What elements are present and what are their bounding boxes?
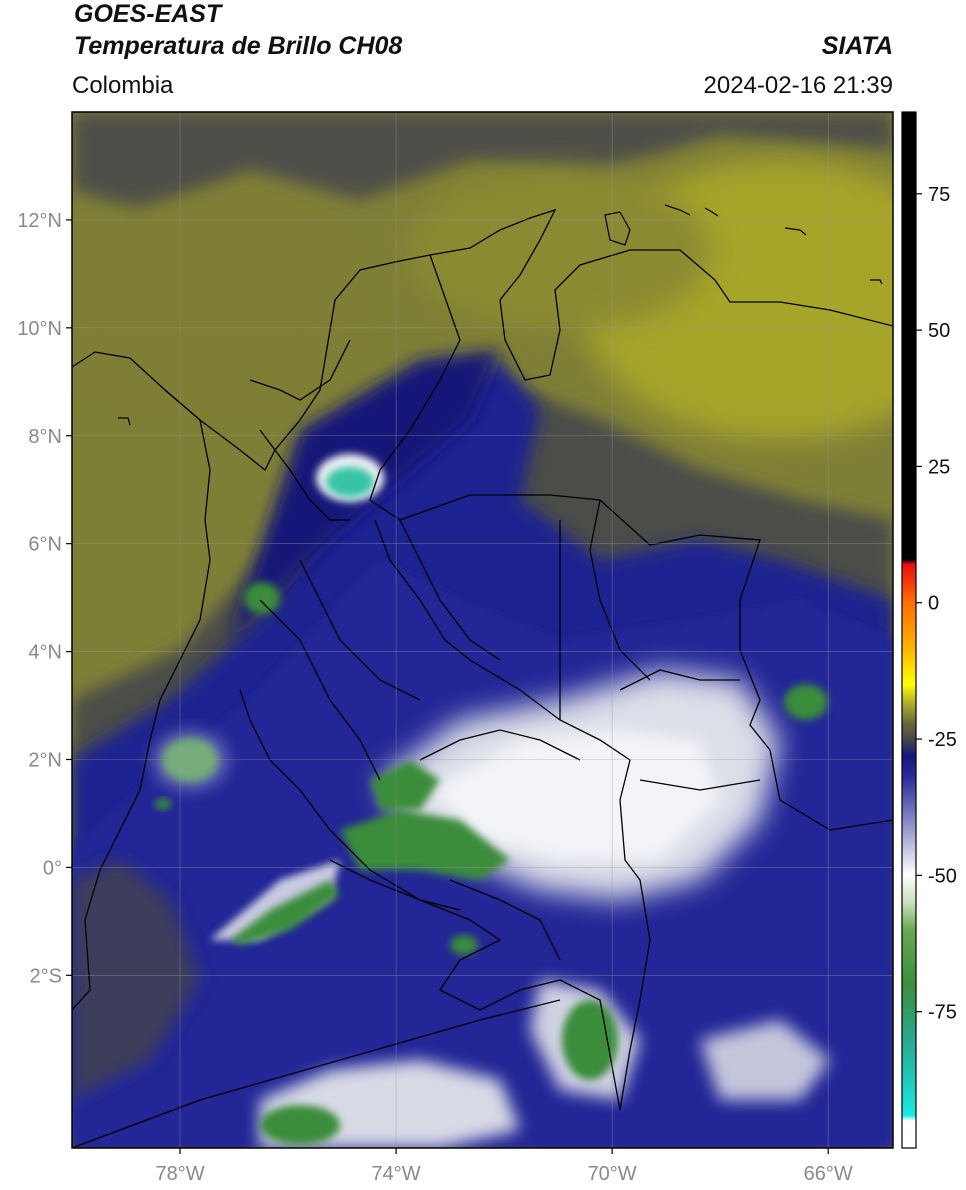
colorbar-tick-label: 0: [928, 593, 939, 615]
map-frame: [71, 111, 894, 1149]
lon-tick-label: 74°W: [372, 1163, 421, 1185]
lat-tick-label: 2°S: [30, 965, 62, 987]
islands: [118, 204, 883, 426]
colorbar-tick-label: -50: [928, 865, 957, 887]
colorbar-tick-label: 50: [928, 320, 950, 342]
lat-tick-label: 12°N: [17, 210, 62, 232]
colorbar-ticks: 75 50 25 0 -25 -50 -75: [916, 184, 957, 1024]
latitude-ticks: 12°N 10°N 8°N 6°N 4°N 2°N 0° 2°S: [17, 210, 72, 987]
colorbar-tick-label: -25: [928, 729, 957, 751]
timestamp-label: 2024-02-16 21:39: [703, 72, 894, 99]
lat-tick-label: 10°N: [17, 318, 62, 340]
colorbar: [901, 111, 917, 1149]
lat-tick-label: 6°N: [28, 534, 62, 556]
region-label: Colombia: [72, 72, 174, 99]
colorbar-tick-label: 75: [928, 184, 950, 206]
lon-tick-label: 78°W: [155, 1163, 204, 1185]
lon-tick-label: 66°W: [804, 1163, 853, 1185]
lat-tick-label: 0°: [43, 857, 62, 879]
brand-label: SIATA: [821, 32, 893, 60]
brightness-field: [72, 112, 893, 1148]
title-satellite: GOES-EAST: [74, 0, 222, 28]
longitude-ticks: 78°W 74°W 70°W 66°W: [155, 1148, 853, 1185]
colorbar-tick-label: 25: [928, 456, 950, 478]
lon-tick-label: 70°W: [588, 1163, 637, 1185]
title-product: Temperatura de Brillo CH08: [74, 32, 403, 60]
lat-tick-label: 8°N: [28, 426, 62, 448]
gridlines: [72, 112, 893, 1148]
country-borders: [72, 208, 893, 1148]
colorbar-tick-label: -75: [928, 1002, 957, 1024]
lat-tick-label: 2°N: [28, 750, 62, 772]
lat-tick-label: 4°N: [28, 642, 62, 664]
